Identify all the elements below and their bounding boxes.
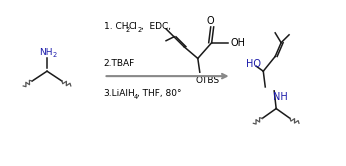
Text: , THF, 80°: , THF, 80° bbox=[137, 89, 181, 98]
Text: Cl: Cl bbox=[128, 22, 137, 31]
Text: 3.LiAlH: 3.LiAlH bbox=[103, 89, 135, 98]
Text: 1. CH: 1. CH bbox=[103, 22, 128, 31]
Text: ,  EDC,: , EDC, bbox=[141, 22, 171, 31]
Text: O: O bbox=[207, 16, 215, 26]
Text: 2: 2 bbox=[125, 27, 130, 33]
Text: 2: 2 bbox=[52, 52, 57, 58]
Text: NH: NH bbox=[39, 48, 53, 57]
Text: NH: NH bbox=[273, 92, 288, 102]
Text: 2: 2 bbox=[138, 27, 142, 33]
Text: OH: OH bbox=[230, 38, 246, 48]
Text: 2.TBAF: 2.TBAF bbox=[103, 59, 135, 68]
Text: OTBS: OTBS bbox=[196, 76, 220, 84]
Text: 4: 4 bbox=[134, 94, 138, 100]
Text: HO: HO bbox=[246, 59, 262, 69]
